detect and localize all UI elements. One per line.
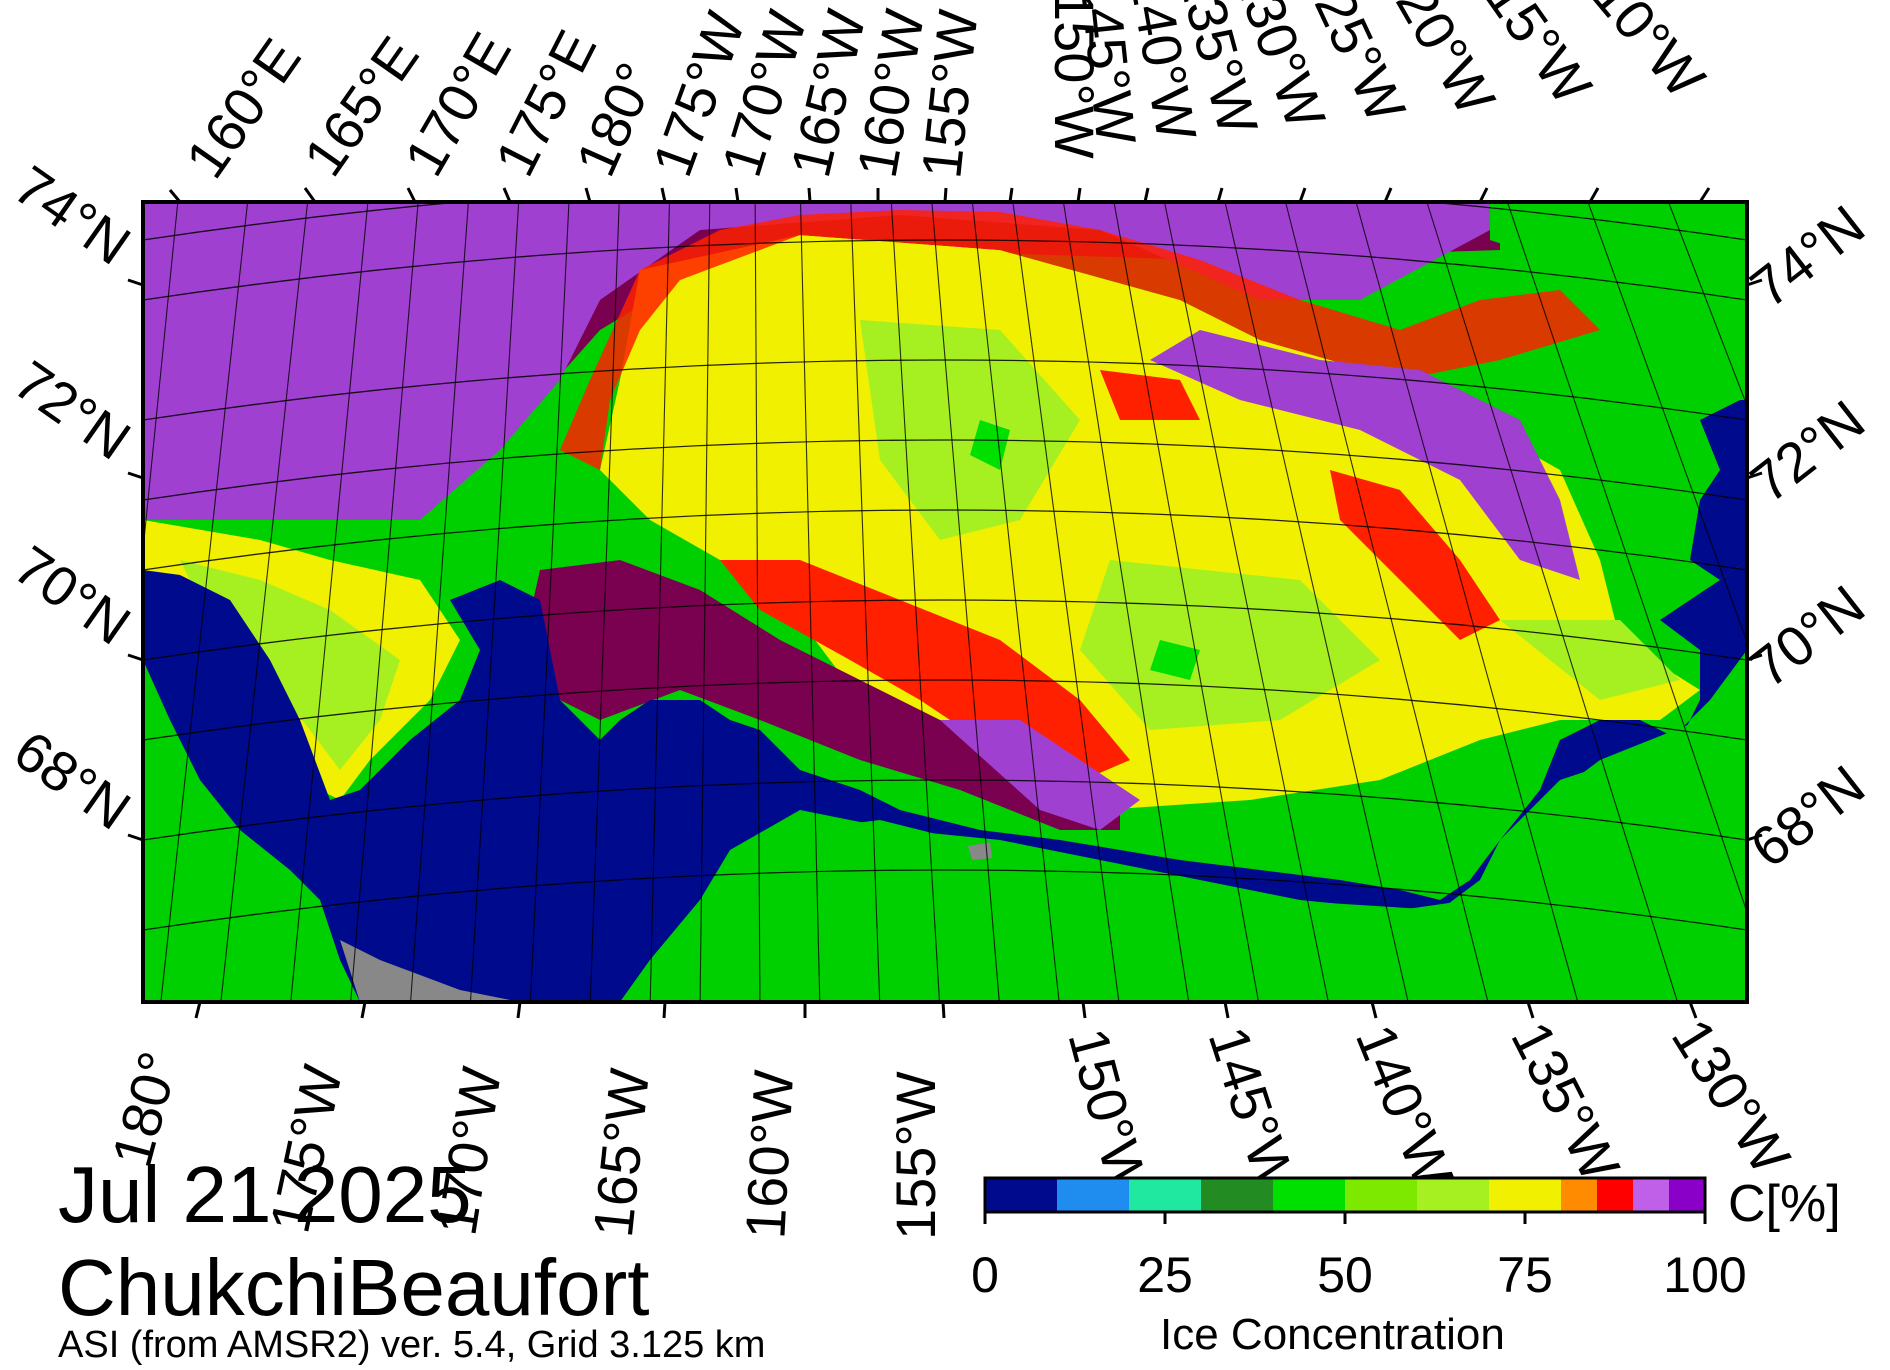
colorbar-segment bbox=[1129, 1178, 1201, 1212]
colorbar-tick-label: 0 bbox=[971, 1247, 999, 1303]
colorbar-tick-label: 25 bbox=[1137, 1247, 1193, 1303]
colorbar-tick-label: 50 bbox=[1317, 1247, 1373, 1303]
colorbar-segment bbox=[1273, 1178, 1345, 1212]
bottom-label: 140°W bbox=[1344, 1016, 1466, 1196]
ice-high-coastal bbox=[940, 720, 1140, 830]
colorbar-tick-label: 100 bbox=[1663, 1247, 1747, 1303]
right-latitude-labels: 74°N 72°N 70°N 68°N bbox=[1739, 193, 1876, 880]
bottom-label: 165°W bbox=[581, 1066, 661, 1240]
ice-medium-high-beaufort bbox=[1100, 370, 1500, 640]
open-water-chukchi bbox=[143, 560, 1747, 1002]
water-east-gulf bbox=[1690, 400, 1747, 580]
bottom-label: 145°W bbox=[1197, 1019, 1309, 1199]
left-label: 68°N bbox=[3, 718, 142, 841]
colorbar-tick-label: 75 bbox=[1497, 1247, 1553, 1303]
date-label: Jul 21 2025 bbox=[58, 1150, 472, 1239]
right-label: 72°N bbox=[1739, 388, 1876, 515]
bottom-label: 130°W bbox=[1660, 1008, 1803, 1185]
meridian-lines bbox=[143, 202, 1747, 1002]
frame-ticks bbox=[127, 187, 1763, 1019]
colorbar-segment bbox=[1417, 1178, 1489, 1212]
latitude-lines bbox=[143, 202, 1747, 931]
bottom-label: 135°W bbox=[1499, 1012, 1632, 1191]
top-label: 150°W bbox=[1043, 0, 1106, 159]
colorbar-segment bbox=[1345, 1178, 1417, 1212]
colorbar-segment bbox=[985, 1178, 1057, 1212]
right-label: 70°N bbox=[1739, 573, 1876, 700]
land-chukotka bbox=[143, 660, 360, 1002]
ice-low-patches bbox=[860, 320, 1680, 730]
region-label: ChukchiBeaufort bbox=[58, 1243, 650, 1332]
bottom-label: 155°W bbox=[884, 1071, 947, 1240]
colorbar-unit: C[%] bbox=[1728, 1175, 1841, 1233]
land-alaska bbox=[620, 700, 1747, 1002]
left-label: 72°N bbox=[3, 348, 142, 471]
top-label: 160°E bbox=[173, 27, 312, 189]
colorbar-segment bbox=[1201, 1178, 1273, 1212]
ice-high-beaufort bbox=[1150, 330, 1580, 580]
colorbar bbox=[983, 1176, 1707, 1224]
right-label: 74°N bbox=[1739, 193, 1876, 320]
ice-green-specks bbox=[970, 420, 1200, 680]
source-label: ASI (from AMSR2) ver. 5.4, Grid 3.125 km bbox=[58, 1324, 766, 1366]
left-latitude-labels: 74°N 72°N 70°N 68°N bbox=[3, 153, 142, 841]
colorbar-segment bbox=[1057, 1178, 1129, 1212]
bottom-label: 150°W bbox=[1056, 1022, 1161, 1201]
map-panel bbox=[143, 202, 1747, 1002]
colorbar-segment bbox=[1561, 1178, 1597, 1212]
land-victoria-island bbox=[1490, 202, 1747, 270]
ice-very-high-coastal bbox=[520, 560, 1120, 830]
colorbar-segment bbox=[1669, 1178, 1705, 1212]
no-data-area bbox=[340, 940, 520, 1002]
right-label: 68°N bbox=[1739, 753, 1876, 880]
top-longitude-labels: 160°E 165°E 170°E 175°E 180° 175°W 170°W… bbox=[173, 0, 1717, 189]
colorbar-segment bbox=[1633, 1178, 1669, 1212]
ice-high-band bbox=[143, 202, 1490, 520]
colorbar-segment bbox=[1597, 1178, 1633, 1212]
colorbar-title: Ice Concentration bbox=[1160, 1310, 1505, 1359]
colorbar-segment bbox=[1489, 1178, 1561, 1212]
left-label: 70°N bbox=[3, 533, 142, 656]
ice-medium-high-north bbox=[560, 210, 1600, 470]
left-label: 74°N bbox=[3, 153, 142, 276]
bottom-label: 160°W bbox=[733, 1068, 805, 1240]
